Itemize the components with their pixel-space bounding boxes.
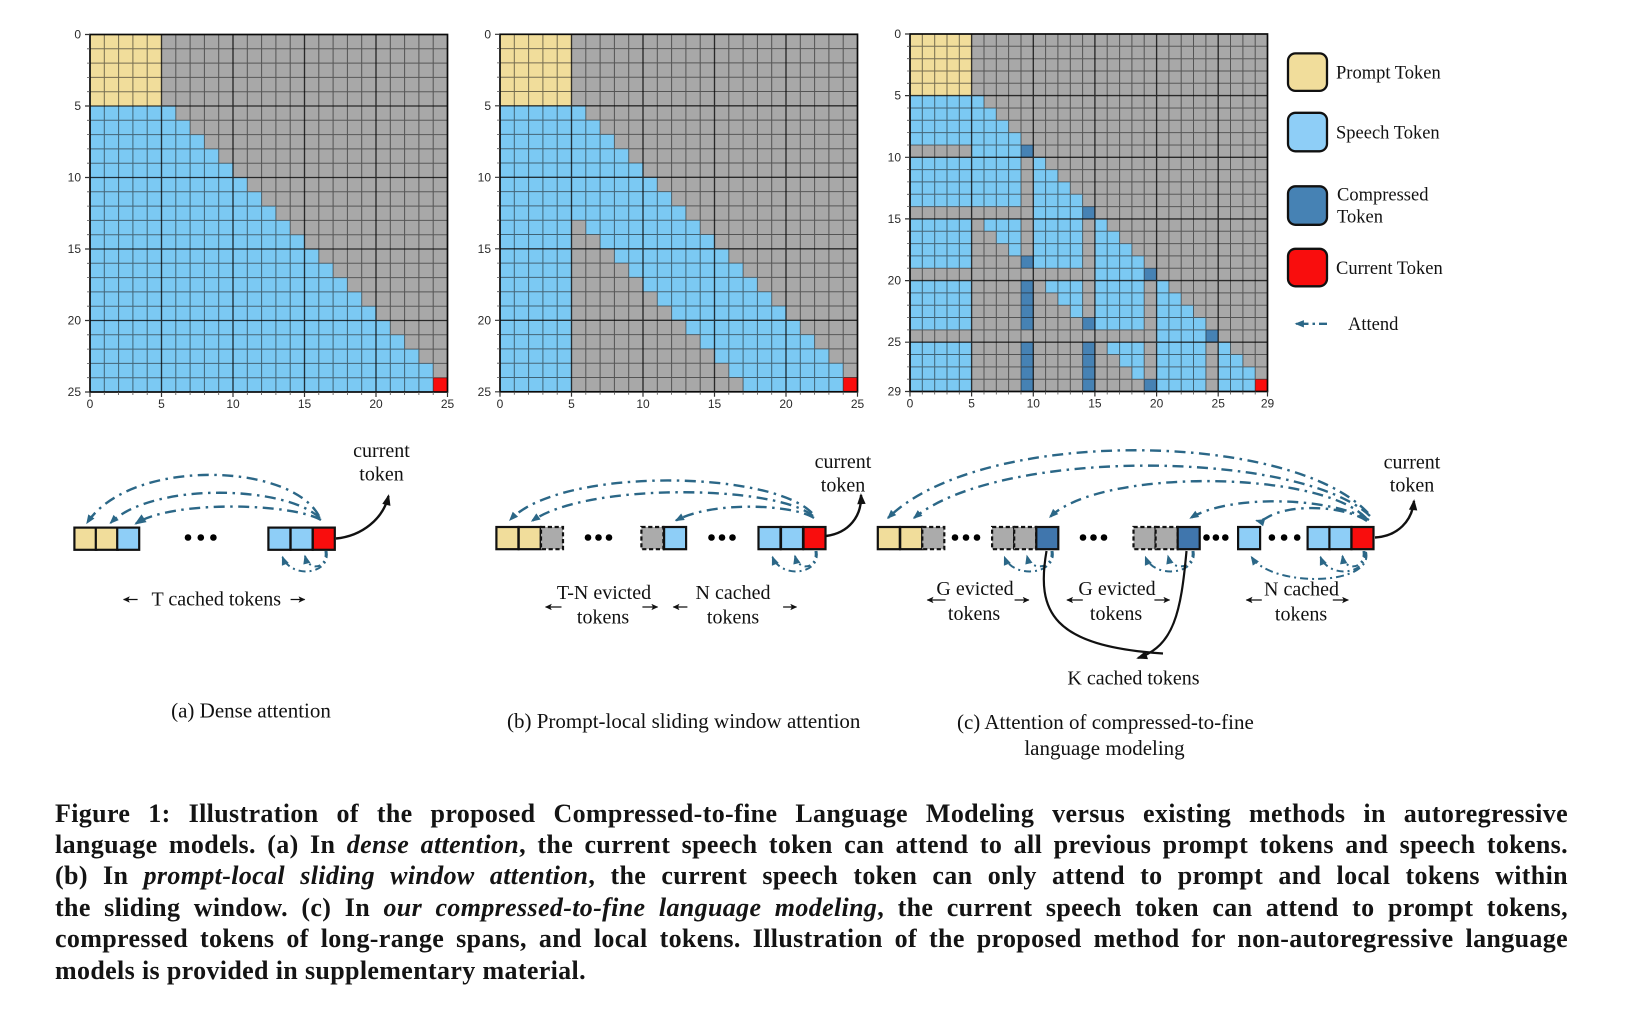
svg-text:T-N evicted: T-N evicted [557,582,651,604]
svg-text:25: 25 [1212,397,1226,411]
svg-text:25: 25 [888,335,902,349]
svg-text:N cached: N cached [696,582,771,604]
svg-text:0: 0 [484,27,491,41]
svg-text:K cached tokens: K cached tokens [1067,668,1199,690]
svg-text:5: 5 [894,89,901,103]
svg-text:10: 10 [226,397,240,411]
svg-text:15: 15 [478,242,492,256]
svg-text:20: 20 [369,397,383,411]
svg-text:29: 29 [888,385,902,399]
svg-text:language modeling: language modeling [1024,736,1185,760]
svg-text:N cached: N cached [1264,579,1339,601]
svg-text:15: 15 [888,212,902,226]
svg-text:15: 15 [708,397,722,411]
svg-text:15: 15 [298,397,312,411]
svg-text:tokens: tokens [1275,604,1327,626]
svg-text:(a) Dense attention: (a) Dense attention [171,699,331,723]
svg-text:(c) Attention of compressed-to: (c) Attention of compressed-to-fine [957,710,1254,734]
svg-text:tokens: tokens [948,603,1000,625]
svg-text:(b) Prompt-local sliding windo: (b) Prompt-local sliding window attentio… [507,709,861,733]
svg-text:T cached tokens: T cached tokens [152,589,282,611]
svg-text:10: 10 [1027,397,1041,411]
svg-text:current: current [353,440,410,462]
svg-text:G evicted: G evicted [1078,578,1155,600]
svg-text:Token: Token [1337,208,1383,228]
svg-text:token: token [359,464,403,486]
svg-text:5: 5 [74,99,81,113]
svg-text:10: 10 [636,397,650,411]
svg-text:10: 10 [478,170,492,184]
svg-text:current: current [815,451,872,473]
svg-text:10: 10 [68,171,82,185]
svg-text:Current Token: Current Token [1336,259,1443,279]
svg-text:tokens: tokens [577,607,629,629]
svg-text:25: 25 [478,385,492,399]
svg-text:tokens: tokens [1090,603,1142,625]
svg-text:G evicted: G evicted [936,578,1013,600]
svg-text:15: 15 [68,242,82,256]
svg-text:0: 0 [87,397,94,411]
svg-text:25: 25 [441,397,455,411]
svg-text:29: 29 [1261,397,1275,411]
svg-text:0: 0 [497,397,504,411]
svg-text:25: 25 [68,385,82,399]
svg-text:Attend: Attend [1348,315,1399,335]
svg-text:5: 5 [968,397,975,411]
svg-text:Compressed: Compressed [1337,186,1429,206]
svg-text:5: 5 [568,397,575,411]
svg-text:0: 0 [74,28,81,42]
svg-text:20: 20 [888,274,902,288]
svg-text:10: 10 [888,150,902,164]
svg-text:Prompt Token: Prompt Token [1336,64,1441,84]
svg-text:20: 20 [478,313,492,327]
svg-text:tokens: tokens [707,607,759,629]
svg-text:5: 5 [158,397,165,411]
svg-text:current: current [1384,452,1441,474]
svg-text:20: 20 [68,314,82,328]
svg-text:Speech Token: Speech Token [1336,124,1440,144]
svg-text:15: 15 [1088,397,1102,411]
svg-text:20: 20 [779,397,793,411]
svg-text:25: 25 [851,397,865,411]
svg-text:0: 0 [907,397,914,411]
svg-text:5: 5 [484,99,491,113]
svg-text:token: token [821,475,865,497]
svg-text:20: 20 [1150,397,1164,411]
svg-text:0: 0 [894,27,901,41]
svg-text:token: token [1390,475,1434,497]
